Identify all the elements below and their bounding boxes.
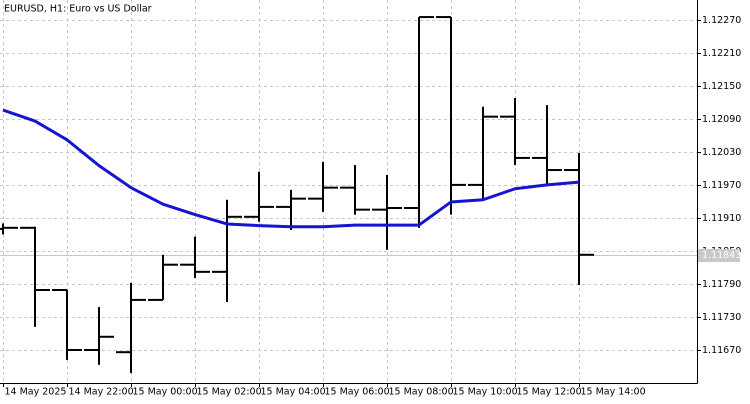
current-price-label: 1.11843 [702,250,741,261]
y-tick-label: 1.12030 [702,147,741,158]
y-tick-label: 1.11910 [702,213,741,224]
x-tick-label: 15 May 06:00 [325,387,390,398]
y-tick-label: 1.11970 [702,180,741,191]
y-tick-label: 1.11730 [702,312,741,323]
y-tick-label: 1.12210 [702,48,741,59]
x-tick-label: 15 May 12:00 [517,387,582,398]
y-tick-label: 1.11790 [702,279,741,290]
plot [0,16,594,374]
x-tick-label: 15 May 10:00 [453,387,518,398]
current-price-tag [698,249,740,262]
x-tick-label: 14 May 2025 [5,387,67,398]
x-tick-label: 15 May 00:00 [133,387,198,398]
moving-average [2,108,580,229]
x-tick-label: 15 May 02:00 [197,387,262,398]
grid [0,0,697,383]
x-tick-label: 15 May 14:00 [581,387,646,398]
y-tick-label: 1.12150 [702,81,741,92]
y-tick-label: 1.12270 [702,15,741,26]
chart-title: EURUSD, H1: Euro vs US Dollar [4,4,152,15]
y-tick-label: 1.12090 [702,114,741,125]
x-tick-label: 15 May 04:00 [261,387,326,398]
y-tick-label: 1.11670 [702,345,741,356]
x-tick-label: 14 May 22:00 [69,387,134,398]
x-tick-label: 15 May 08:00 [389,387,454,398]
